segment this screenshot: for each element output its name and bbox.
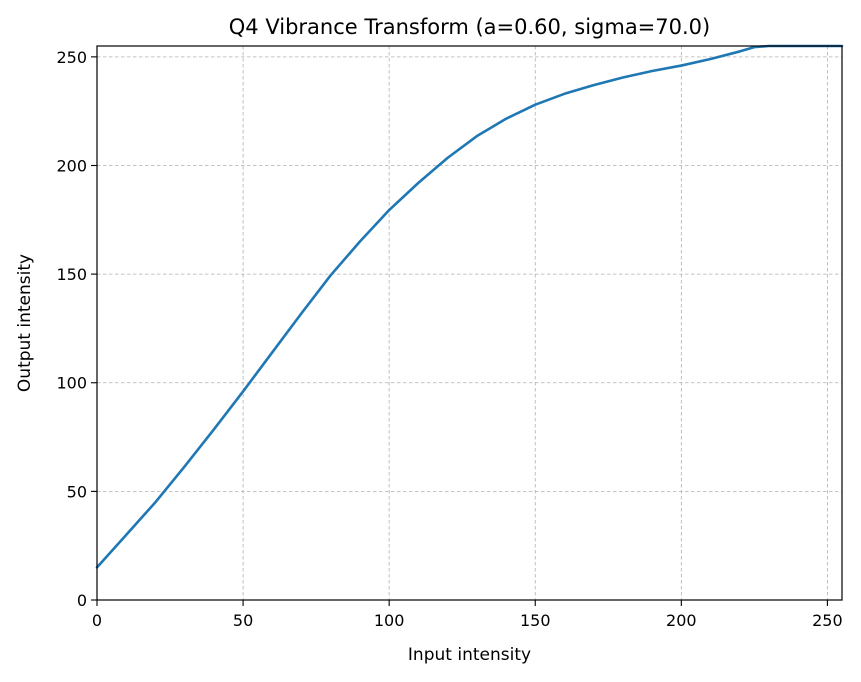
y-tick-label: 250 (56, 48, 87, 67)
x-axis-label: Input intensity (408, 645, 531, 665)
grid (96, 46, 842, 601)
y-tick-label: 100 (56, 374, 87, 393)
y-axis-label: Output intensity (15, 254, 35, 392)
chart-title: Q4 Vibrance Transform (a=0.60, sigma=70.… (229, 15, 710, 39)
y-tick-label: 50 (67, 482, 87, 501)
x-tick-label: 250 (812, 611, 843, 630)
y-tick-label: 200 (56, 156, 87, 175)
series-layer (95, 44, 844, 569)
y-tick-label: 150 (56, 265, 87, 284)
ticks: 0 50 100 150 200 250 0 50 100 150 200 250 (56, 48, 842, 630)
x-tick-label: 50 (233, 611, 253, 630)
x-tick-label: 100 (374, 611, 405, 630)
x-tick-label: 150 (520, 611, 551, 630)
x-tick-label: 0 (92, 611, 102, 630)
x-tick-label: 200 (666, 611, 697, 630)
axes-frame (96, 45, 843, 601)
y-tick-label: 0 (77, 591, 87, 610)
series-line (95, 44, 844, 569)
